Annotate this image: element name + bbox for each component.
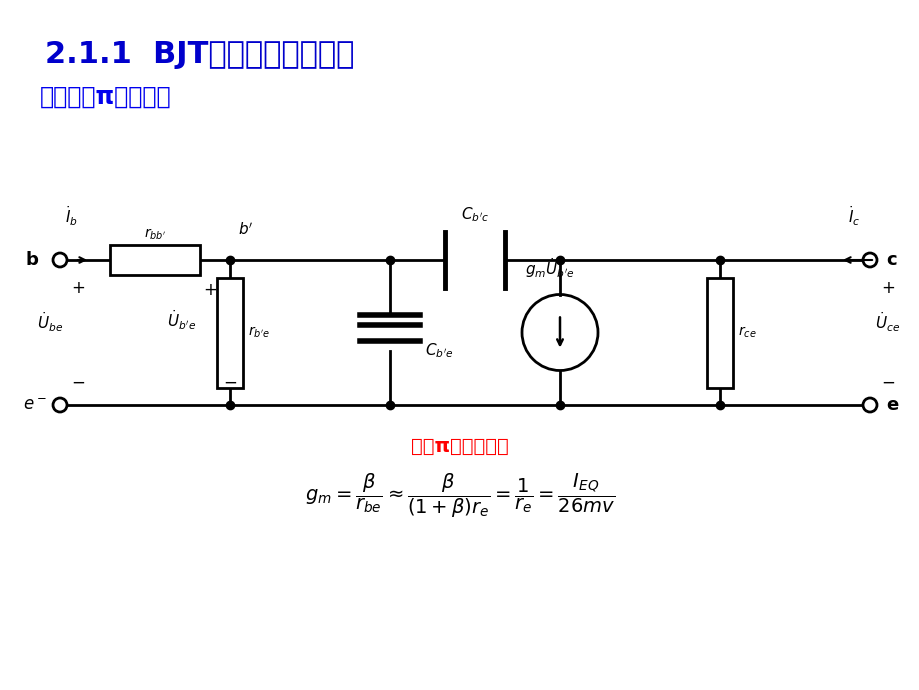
Text: 混合π型等效电路: 混合π型等效电路 bbox=[411, 437, 508, 456]
Text: $g_m\dot{U}_{b^{\prime}e}$: $g_m\dot{U}_{b^{\prime}e}$ bbox=[525, 257, 574, 281]
Text: −: − bbox=[222, 374, 237, 392]
Text: +: + bbox=[71, 279, 85, 297]
Text: $e^-$: $e^-$ bbox=[23, 396, 47, 414]
Bar bbox=[110, 245, 199, 275]
Text: $C_{b^{\prime}e}$: $C_{b^{\prime}e}$ bbox=[425, 341, 453, 360]
Text: $r_{ce}$: $r_{ce}$ bbox=[737, 325, 755, 340]
Text: $r_{b^{\prime}e}$: $r_{b^{\prime}e}$ bbox=[248, 325, 270, 340]
Text: 2.1.1  BJT的高频小信号模型: 2.1.1 BJT的高频小信号模型 bbox=[45, 40, 354, 69]
Text: $\dot{U}_{b^{\prime}e}$: $\dot{U}_{b^{\prime}e}$ bbox=[167, 308, 197, 333]
Text: 一、混合π等效电路: 一、混合π等效电路 bbox=[40, 85, 172, 109]
Text: $C_{b^{\prime}c}$: $C_{b^{\prime}c}$ bbox=[460, 206, 489, 224]
Text: $\dot{U}_{be}$: $\dot{U}_{be}$ bbox=[37, 310, 63, 335]
Bar bbox=[217, 277, 243, 388]
Text: +: + bbox=[880, 279, 894, 297]
Text: e: e bbox=[885, 396, 897, 414]
Text: b: b bbox=[26, 251, 39, 269]
Text: c: c bbox=[886, 251, 896, 269]
Text: −: − bbox=[880, 374, 894, 392]
Bar bbox=[706, 277, 732, 388]
Text: $b'$: $b'$ bbox=[238, 221, 254, 238]
Text: $\dot{U}_{ce}$: $\dot{U}_{ce}$ bbox=[874, 310, 900, 335]
Text: $r_{bb^{\prime}}$: $r_{bb^{\prime}}$ bbox=[143, 226, 166, 242]
Text: $g_m = \dfrac{\beta}{r_{be}} \approx \dfrac{\beta}{(1+\beta)r_e}= \dfrac{1}{r_e}: $g_m = \dfrac{\beta}{r_{be}} \approx \df… bbox=[304, 472, 615, 520]
Text: +: + bbox=[203, 281, 217, 299]
Text: $\dot{I}_c$: $\dot{I}_c$ bbox=[846, 204, 859, 228]
Text: $\dot{I}_b$: $\dot{I}_b$ bbox=[65, 204, 78, 228]
Text: −: − bbox=[71, 374, 85, 392]
